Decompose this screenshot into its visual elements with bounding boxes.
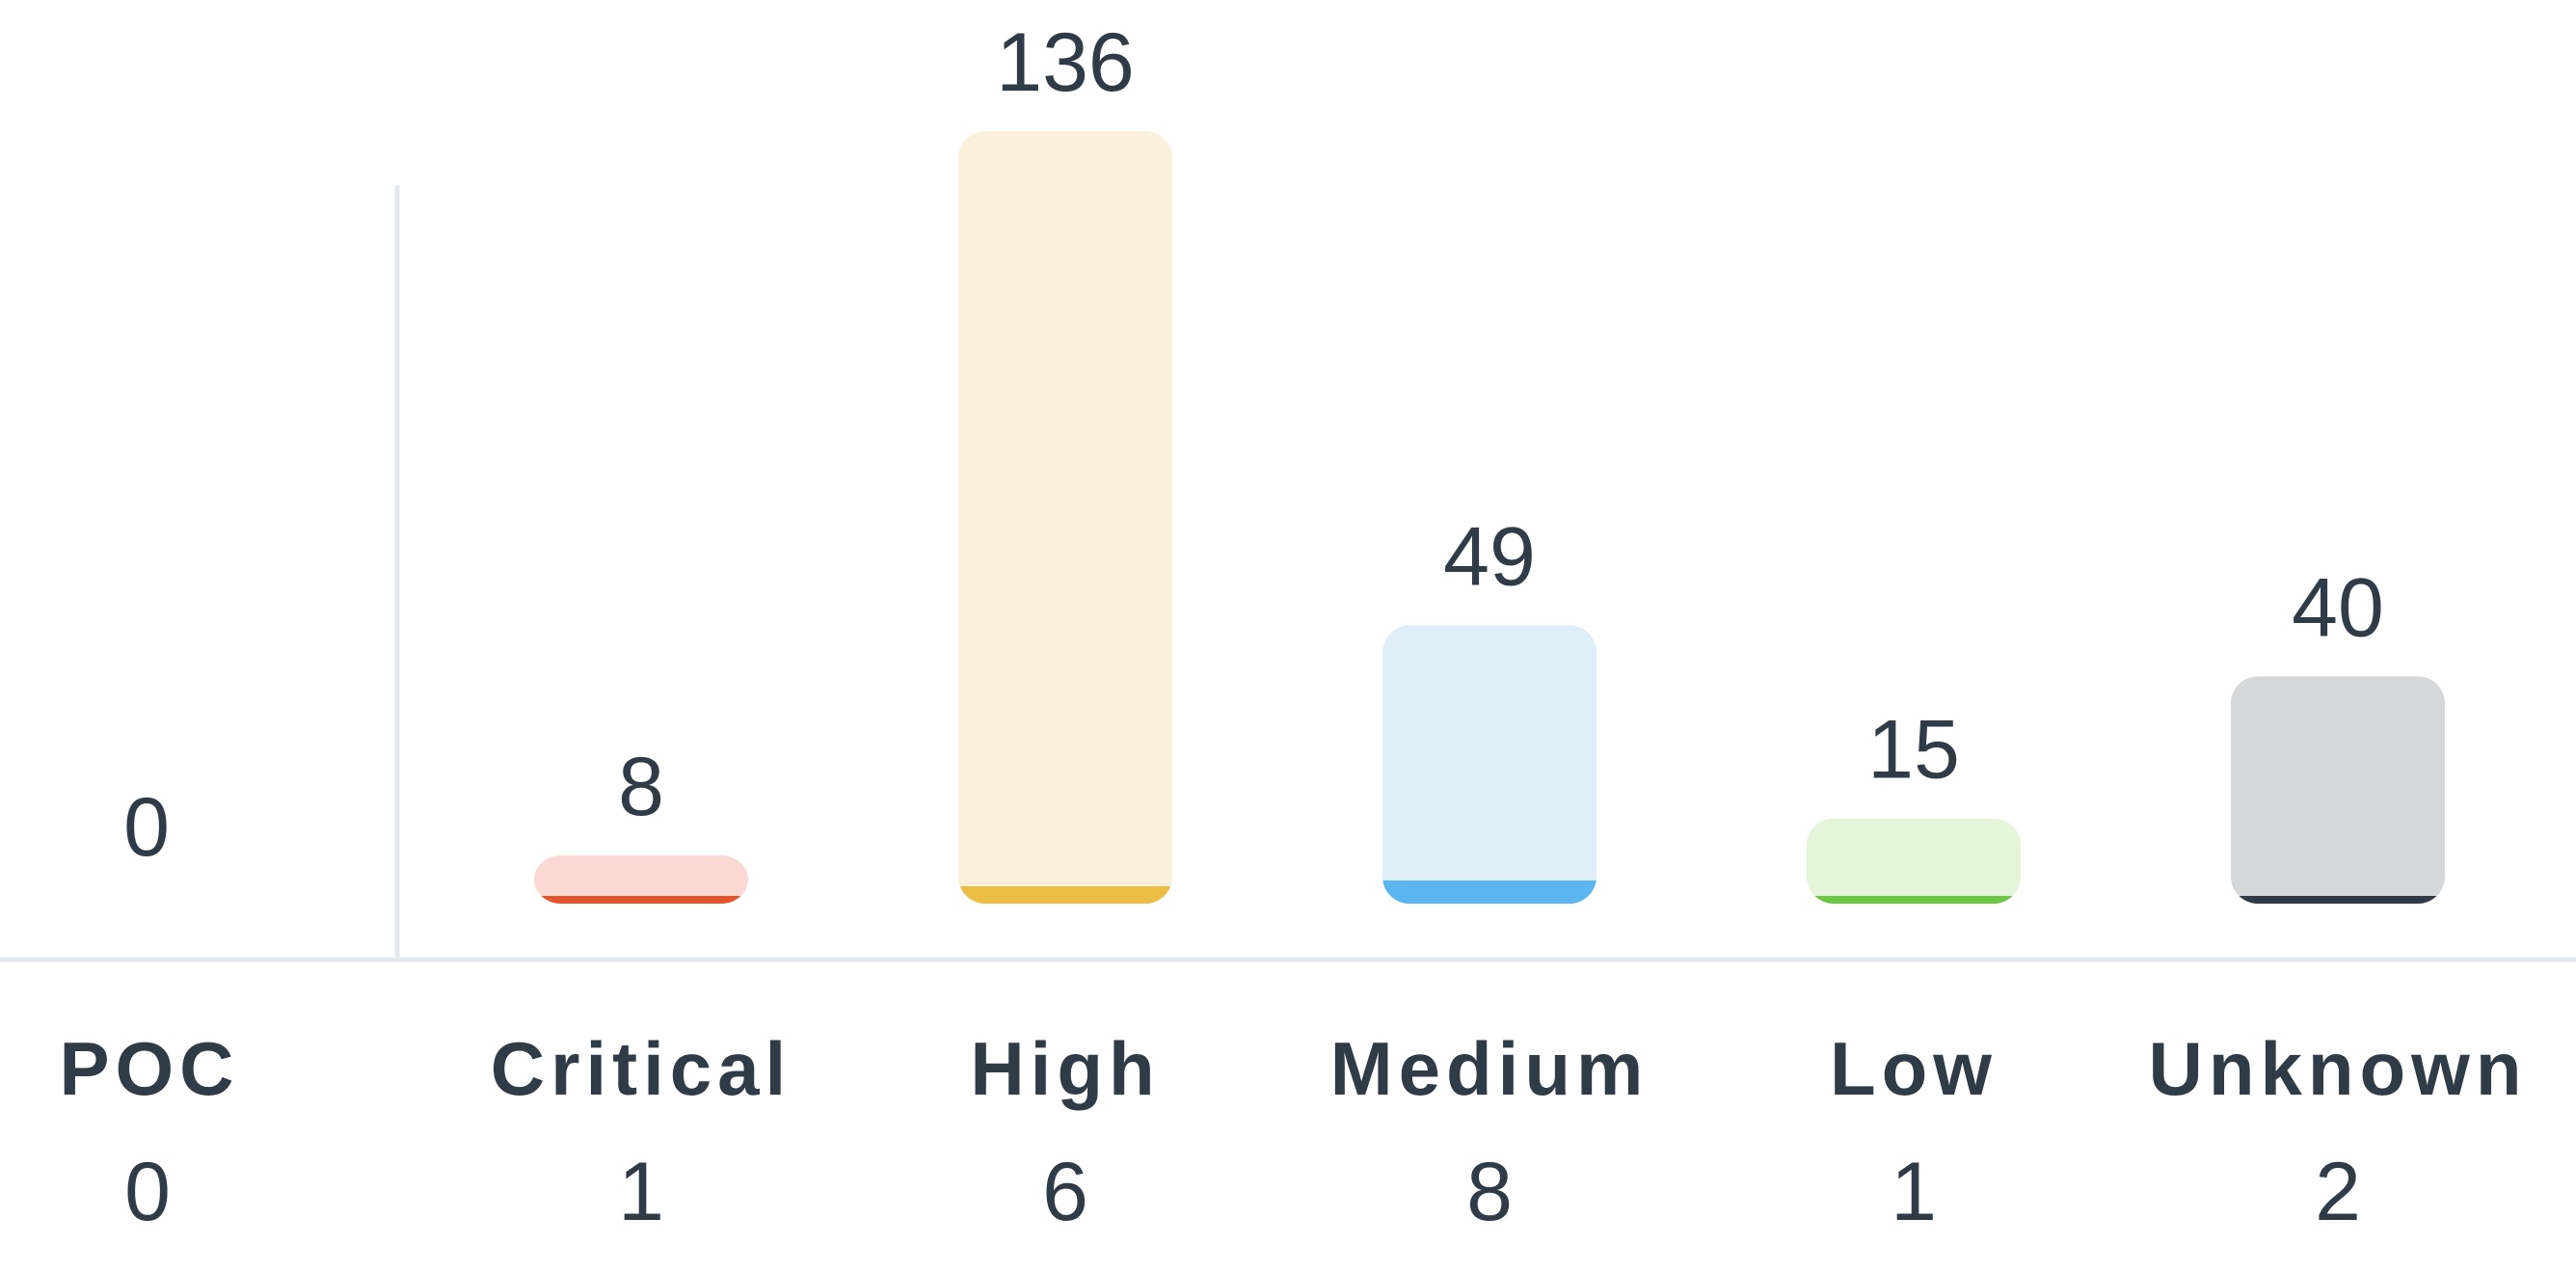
category-count-unknown: 2 xyxy=(2315,1146,2361,1238)
bar-unknown[interactable] xyxy=(2231,676,2445,904)
bar-critical[interactable] xyxy=(534,855,748,904)
bar-medium-value-label: 49 xyxy=(1443,510,1536,603)
bar-unknown-value-label: 40 xyxy=(2292,561,2384,654)
category-label-unknown: Unknown xyxy=(2149,1026,2528,1111)
bar-unknown-highlight xyxy=(2231,896,2445,904)
category-label-high: High xyxy=(970,1026,1160,1111)
category-count-medium: 8 xyxy=(1466,1146,1513,1238)
bar-high[interactable] xyxy=(958,131,1172,904)
category-label-low: Low xyxy=(1830,1026,1998,1111)
bars-group: 8 Critical 1 136 High 6 49 Medium 8 15 Low 1 40 Unkno… xyxy=(491,16,2528,1238)
poc-value-label: 0 xyxy=(123,781,170,874)
bar-low-highlight xyxy=(1807,896,2021,904)
category-label-critical: Critical xyxy=(491,1026,792,1111)
poc-category-label: POC xyxy=(59,1026,239,1111)
category-count-high: 6 xyxy=(1042,1146,1088,1238)
category-count-low: 1 xyxy=(1891,1146,1937,1238)
bar-medium-highlight xyxy=(1382,880,1597,904)
bar-high-highlight xyxy=(958,886,1172,904)
bar-low[interactable] xyxy=(1807,818,2021,904)
bar-medium[interactable] xyxy=(1382,625,1597,904)
category-count-critical: 1 xyxy=(618,1146,664,1238)
bar-high-value-label: 136 xyxy=(996,16,1135,109)
category-label-medium: Medium xyxy=(1330,1026,1650,1111)
bar-low-value-label: 15 xyxy=(1867,704,1960,797)
bar-critical-value-label: 8 xyxy=(618,741,664,833)
bar-critical-highlight xyxy=(534,896,748,904)
poc-count-label: 0 xyxy=(124,1146,171,1238)
